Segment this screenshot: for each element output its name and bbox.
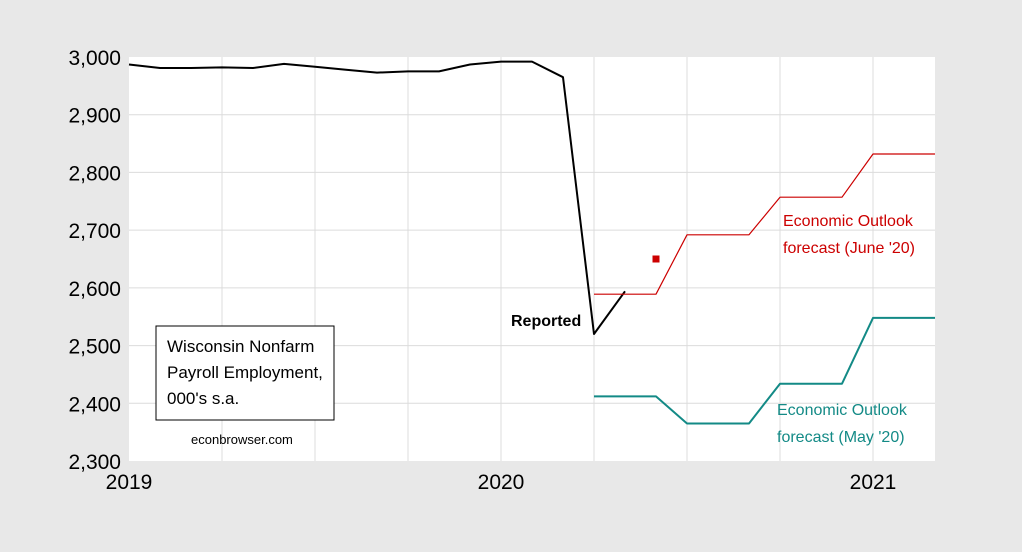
x-tick-label: 2020 [478,471,525,494]
y-tick-label: 2,500 [68,336,121,359]
series-lines [128,60,935,425]
series-point-marker [652,255,660,263]
y-tick-label: 2,300 [68,451,121,474]
annotation-may-line-1: Economic Outlook [777,402,908,419]
y-tick-label: 2,800 [68,162,121,185]
x-tick-label: 2021 [850,471,897,494]
y-tick-label: 2,700 [68,220,121,243]
annotation-may-line-2: forecast (May '20) [777,429,905,446]
x-axis-tick-labels: 2019 2020 2021 [106,471,897,494]
note-line-2: Payroll Employment, [167,363,323,382]
y-tick-label: 2,600 [68,278,121,301]
y-tick-label: 2,400 [68,393,121,416]
annotation-june-line-2: forecast (June '20) [783,240,915,257]
series-line-1 [128,60,626,335]
annotation-reported: Reported [511,313,581,330]
series-line-3 [594,316,935,425]
y-tick-label: 3,000 [68,47,121,70]
y-axis-tick-labels: 3,000 2,900 2,800 2,700 2,600 2,500 2,400 2,300 [68,47,121,474]
vertical-gridlines [221,57,874,461]
series-line-2 [594,153,935,295]
note-line-1: Wisconsin Nonfarm [167,337,314,356]
note-line-3: 000's s.a. [167,389,239,408]
y-tick-label: 2,900 [68,105,121,128]
credit-text: econbrowser.com [191,432,293,447]
note-box [155,325,335,421]
x-tick-label: 2019 [106,471,153,494]
annotation-june-line-1: Economic Outlook [783,213,914,230]
